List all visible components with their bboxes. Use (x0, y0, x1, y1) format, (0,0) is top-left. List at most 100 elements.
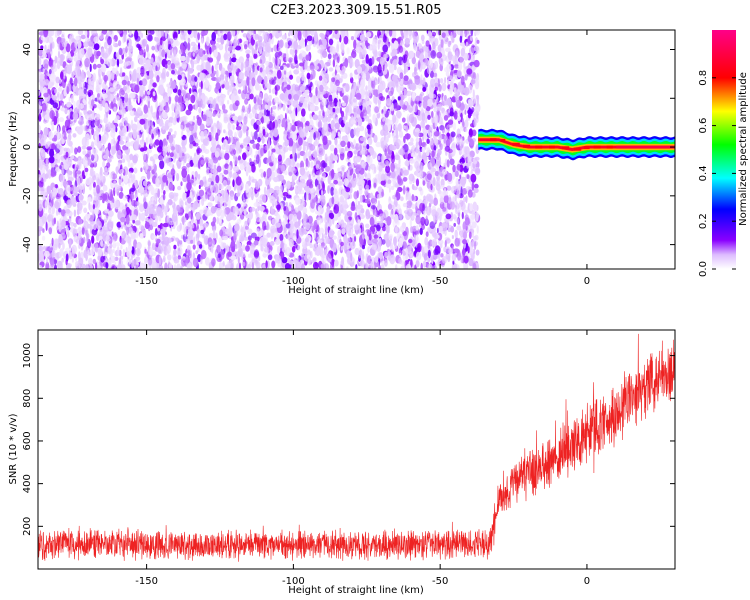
noise-blob (296, 76, 301, 84)
noise-blob (179, 200, 184, 208)
noise-blob (263, 75, 268, 85)
noise-blob (159, 160, 165, 170)
noise-blob (55, 153, 61, 160)
noise-blob (411, 56, 416, 65)
noise-blob (259, 30, 264, 33)
noise-blob (176, 173, 180, 182)
noise-blob (38, 265, 42, 269)
noise-blob (200, 229, 204, 235)
noise-blob (248, 211, 253, 220)
noise-blob (303, 141, 309, 147)
noise-blob (257, 136, 261, 143)
noise-blob (151, 45, 156, 51)
noise-blob (473, 240, 477, 250)
noise-blob (210, 221, 216, 227)
noise-blob (286, 107, 289, 114)
noise-blob (461, 211, 464, 220)
noise-blob (389, 251, 392, 261)
noise-blob (177, 185, 182, 191)
noise-blob (447, 255, 451, 263)
noise-blob (265, 127, 268, 135)
noise-blob (54, 88, 58, 94)
noise-blob (223, 129, 226, 134)
noise-blob (233, 165, 240, 172)
noise-blob (127, 159, 131, 168)
noise-blob (38, 105, 42, 114)
noise-blob (267, 104, 271, 111)
noise-blob (335, 224, 340, 229)
noise-blob (205, 157, 208, 164)
noise-blob (70, 145, 74, 154)
noise-blob (426, 138, 430, 144)
noise-blob (197, 233, 200, 238)
noise-blob (287, 132, 291, 137)
noise-blob (138, 212, 142, 222)
noise-blob (264, 137, 268, 142)
noise-blob (146, 44, 149, 53)
noise-blob (286, 180, 291, 190)
noise-blob (83, 125, 87, 132)
noise-blob (328, 67, 334, 72)
noise-blob (347, 133, 350, 142)
noise-blob (359, 213, 365, 220)
noise-blob (109, 155, 114, 160)
noise-blob (237, 116, 242, 121)
noise-blob (464, 128, 468, 133)
noise-blob (328, 38, 334, 46)
noise-blob (287, 57, 294, 63)
noise-blob (262, 79, 265, 89)
noise-blob (473, 183, 479, 189)
figure-title: C2E3.2023.309.15.51.R05 (270, 3, 441, 18)
noise-blob (387, 203, 393, 210)
noise-blob (292, 235, 297, 241)
noise-blob (335, 79, 340, 87)
noise-blob (155, 55, 158, 63)
noise-blob (67, 52, 71, 58)
noise-blob (429, 124, 434, 131)
noise-blob (358, 101, 362, 106)
noise-blob (173, 244, 177, 250)
noise-blob (51, 237, 54, 247)
noise-blob (78, 218, 82, 226)
noise-blob (345, 112, 348, 121)
noise-blob (334, 137, 338, 146)
noise-blob (193, 115, 196, 120)
noise-blob (46, 257, 49, 265)
noise-blob (300, 178, 306, 184)
noise-blob (242, 125, 247, 134)
noise-blob (167, 145, 171, 153)
noise-blob (335, 117, 339, 123)
noise-blob (374, 166, 377, 174)
noise-blob (330, 119, 335, 130)
noise-blob (324, 153, 328, 163)
noise-blob (277, 245, 280, 254)
noise-blob (114, 242, 121, 247)
noise-blob (60, 155, 64, 161)
noise-blob (97, 178, 101, 186)
noise-blob (365, 223, 370, 229)
noise-blob (220, 199, 224, 205)
noise-blob (213, 164, 217, 169)
noise-blob (146, 51, 150, 58)
noise-blob (342, 209, 348, 215)
noise-blob (301, 51, 307, 57)
noise-blob (384, 251, 389, 259)
noise-blob (417, 109, 420, 117)
noise-blob (291, 245, 296, 253)
noise-blob (48, 68, 52, 75)
noise-blob (248, 253, 251, 258)
noise-blob (349, 193, 352, 199)
noise-blob (346, 152, 351, 160)
noise-blob (393, 65, 397, 71)
noise-blob (127, 57, 133, 62)
noise-blob (410, 137, 414, 143)
noise-blob (62, 242, 65, 250)
noise-blob (88, 257, 93, 266)
noise-blob (387, 121, 391, 132)
noise-blob (175, 144, 178, 151)
noise-blob (347, 141, 351, 149)
noise-blob (59, 199, 62, 206)
noise-blob (341, 135, 348, 141)
noise-blob (445, 71, 450, 77)
noise-blob (271, 260, 276, 269)
